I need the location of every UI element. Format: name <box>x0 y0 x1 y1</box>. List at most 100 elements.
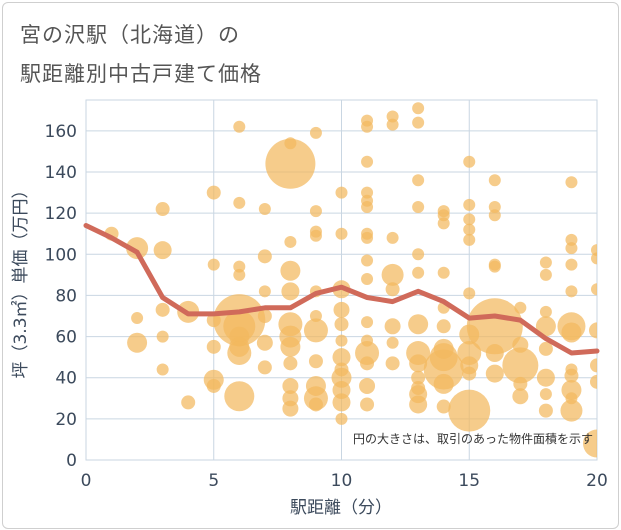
bubble-115 <box>436 399 451 414</box>
y-tick-labels: 0 20 40 60 80 100 120 140 160 <box>45 122 77 471</box>
bubble-121 <box>463 287 476 300</box>
bubble-85 <box>386 118 399 131</box>
bubble-100 <box>409 354 428 373</box>
bubble-36 <box>280 260 301 281</box>
bubble-145 <box>536 368 555 387</box>
bubble-66 <box>332 393 351 412</box>
y-tick-label-2: 40 <box>55 369 77 389</box>
y-tick-label-6: 120 <box>45 204 77 224</box>
bubble-layer <box>104 102 597 458</box>
bubble-98 <box>408 314 429 335</box>
bubble-62 <box>332 348 351 367</box>
bubble-117 <box>463 198 476 211</box>
bubble-60 <box>334 317 349 332</box>
bubble-25 <box>227 341 252 366</box>
bubble-70 <box>361 155 374 168</box>
bubble-126 <box>448 389 491 432</box>
bubble-131 <box>488 260 501 273</box>
bubble-143 <box>535 316 556 337</box>
bubble-78 <box>361 316 374 329</box>
bubble-113 <box>423 349 464 390</box>
bubble-8 <box>156 363 169 376</box>
bubble-31 <box>256 334 273 351</box>
bubble-40 <box>280 336 301 357</box>
bubble-33 <box>265 138 316 189</box>
bubble-42 <box>282 377 299 394</box>
bubble-6 <box>155 302 170 317</box>
bubble-133 <box>485 344 504 363</box>
bubble-141 <box>539 268 552 281</box>
y-tick-label-1: 20 <box>55 410 77 430</box>
bubble-152 <box>565 285 578 298</box>
bubble-46 <box>309 205 322 218</box>
bubble-101 <box>411 370 426 385</box>
bubble-93 <box>412 116 425 129</box>
bubble-127 <box>488 174 501 187</box>
bubble-5 <box>153 241 172 260</box>
bubble-52 <box>308 354 323 369</box>
bubble-148 <box>565 176 578 189</box>
bubble-139 <box>512 388 529 405</box>
bubble-116 <box>463 155 476 168</box>
bubble-88 <box>385 282 400 297</box>
bubble-147 <box>538 403 553 418</box>
bubble-140 <box>539 256 552 269</box>
bubble-86 <box>386 231 399 244</box>
x-tick-label-4: 20 <box>586 471 608 491</box>
y-tick-label-4: 80 <box>55 286 77 306</box>
bubble-161 <box>591 252 597 265</box>
bubble-26 <box>224 381 255 412</box>
bubble-81 <box>360 356 375 371</box>
bubble-30 <box>257 309 272 323</box>
y-tick-label-0: 0 <box>66 451 77 471</box>
bubble-107 <box>437 217 450 230</box>
bubble-size-note: 円の大きさは、取引のあった物件面積を示す <box>353 431 593 446</box>
bubble-51 <box>303 318 328 343</box>
bubble-67 <box>335 412 348 425</box>
bubble-114 <box>433 373 454 394</box>
bubble-56 <box>335 186 348 199</box>
bubble-61 <box>335 334 348 347</box>
bubble-76 <box>361 254 374 267</box>
bubble-35 <box>284 235 297 248</box>
bubble-73 <box>361 200 374 213</box>
bubble-89 <box>384 318 401 335</box>
bubble-162 <box>591 283 597 296</box>
bubble-108 <box>437 266 450 279</box>
chart-title-line-2: 駅距離別中古戸建て価格 <box>20 62 262 86</box>
bubble-166 <box>583 429 597 458</box>
x-tick-label-1: 5 <box>208 471 219 491</box>
bubble-2 <box>131 312 144 325</box>
bubble-104 <box>409 395 428 414</box>
y-axis-label: 坪（3.3㎡）単価（万円） <box>11 181 31 378</box>
bubble-11 <box>206 185 221 200</box>
x-tick-label-2: 10 <box>331 471 353 491</box>
bubble-83 <box>360 397 375 412</box>
y-tick-label-8: 160 <box>45 122 77 142</box>
bubble-156 <box>564 368 579 383</box>
bubble-128 <box>488 200 501 213</box>
trend-line <box>83 223 600 356</box>
y-tick-label-3: 60 <box>55 328 77 348</box>
bubble-125 <box>462 366 477 381</box>
bubble-149 <box>565 233 578 246</box>
bubble-159 <box>560 399 583 422</box>
bubble-37 <box>281 282 300 301</box>
bubble-120 <box>463 233 476 246</box>
bubble-71 <box>361 186 374 199</box>
bubble-135 <box>514 301 527 314</box>
bubble-32 <box>257 360 272 375</box>
x-axis-label: 駅距離（分） <box>290 498 392 518</box>
x-tick-labels: 0 5 10 15 20 <box>81 471 608 491</box>
chart-title-line-1: 宮の沢駅（北海道）の <box>20 23 240 47</box>
bubble-1 <box>126 237 149 260</box>
bubble-106 <box>437 209 450 222</box>
bubble-151 <box>565 258 578 271</box>
bubble-95 <box>412 200 425 213</box>
bubble-84 <box>386 110 399 123</box>
bubble-20 <box>233 268 246 281</box>
bubble-55 <box>308 397 323 412</box>
bubble-129 <box>488 209 501 222</box>
bubble-92 <box>412 102 425 115</box>
x-tick-label-3: 15 <box>458 471 480 491</box>
